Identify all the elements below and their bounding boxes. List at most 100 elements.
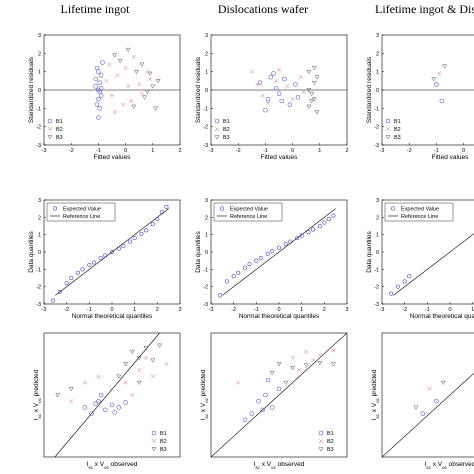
legend-box xyxy=(213,202,283,222)
data-point-b3 xyxy=(385,135,391,140)
legend-label-reference: Reference Line xyxy=(230,214,267,220)
x-axis-label: Normal theoretical quantiles xyxy=(410,313,474,320)
data-point-b3 xyxy=(283,380,289,386)
x-tick-label: 3 xyxy=(345,307,348,313)
qq-point xyxy=(150,222,155,227)
data-point-b2 xyxy=(255,82,260,87)
data-point-b1 xyxy=(112,410,117,415)
legend-label-b3: B3 xyxy=(223,135,230,141)
data-point-b2 xyxy=(319,439,323,443)
data-point-b1 xyxy=(151,430,157,436)
x-tick-label: 0 xyxy=(110,307,113,313)
x-tick-label: 2 xyxy=(345,148,348,154)
data-point-b3 xyxy=(311,80,317,86)
data-point-b1 xyxy=(271,71,276,76)
x-tick-label: 1 xyxy=(471,307,474,313)
data-point-b2 xyxy=(437,71,442,76)
panel-grid: -3 -2 -1 0 1 2 -3 -2 -1 0 1 2 3 Fitted values Standard… xyxy=(28,33,474,470)
y-tick-label: 1 xyxy=(376,233,379,239)
y-tick-label: -3 xyxy=(36,302,41,308)
data-point-b3 xyxy=(440,380,446,386)
data-point-b2 xyxy=(427,386,432,391)
qq-point xyxy=(139,231,144,236)
y-tick-label: 3 xyxy=(376,198,379,204)
data-point-b1 xyxy=(123,400,128,405)
panel-pred-0: Isc x Voc observed Isc x Voc predicted B1 B… xyxy=(33,332,181,470)
y-tick-label: -2 xyxy=(374,285,379,291)
x-tick-label: -3 xyxy=(42,148,47,154)
data-point-b3 xyxy=(314,110,320,115)
y-tick-label: 3 xyxy=(205,33,208,39)
plot-area xyxy=(218,208,336,298)
data-point-b2 xyxy=(107,62,112,67)
data-point-b3 xyxy=(123,362,129,367)
y-axis-label: Data quantiles xyxy=(195,230,202,272)
plot-area xyxy=(211,333,347,457)
data-point-b2 xyxy=(48,127,52,131)
qq-point xyxy=(218,293,223,298)
data-point-b2 xyxy=(144,355,148,360)
qq-point xyxy=(326,217,331,222)
legend-label-b2: B2 xyxy=(327,439,334,445)
data-point-b3 xyxy=(306,88,312,93)
reference-line xyxy=(382,372,474,457)
x-tick-label: -3 xyxy=(42,307,47,313)
x-tick-label: -2 xyxy=(236,148,241,154)
data-point-b3 xyxy=(139,62,145,67)
plot-area xyxy=(211,66,347,115)
data-point-b2 xyxy=(112,110,117,114)
qq-point xyxy=(270,249,275,254)
legend-label-b2: B2 xyxy=(394,127,401,133)
data-point-b2 xyxy=(110,93,114,98)
data-point-b2 xyxy=(290,97,295,102)
x-tick-label: 2 xyxy=(178,148,181,154)
data-point-b3 xyxy=(309,99,315,104)
y-axis-label: Standardized residuals xyxy=(366,56,373,123)
y-axis-label: Standardized residuals xyxy=(28,56,35,123)
y-tick-label: -1 xyxy=(36,106,41,112)
data-point-b3 xyxy=(125,47,131,53)
data-point-b1 xyxy=(97,89,103,95)
y-tick-label: -1 xyxy=(374,106,379,112)
qq-point xyxy=(69,275,74,281)
qq-point xyxy=(407,274,412,279)
legend-label-b1: B1 xyxy=(223,119,230,125)
x-tick-label: 1 xyxy=(133,307,136,313)
data-point-b2 xyxy=(131,55,136,59)
qq-point xyxy=(242,265,248,270)
qq-point xyxy=(80,267,85,272)
qq-point xyxy=(310,227,316,232)
data-point-b2 xyxy=(215,127,219,131)
data-point-b1 xyxy=(279,98,284,104)
qq-point xyxy=(159,210,164,215)
reference-line xyxy=(211,333,347,457)
data-point-b1 xyxy=(96,96,101,102)
data-point-b1 xyxy=(93,84,98,89)
qq-point xyxy=(91,260,96,265)
qq-point xyxy=(265,251,270,256)
data-point-b1 xyxy=(93,401,98,406)
qq-point xyxy=(121,243,126,248)
legend-label-expected: Expected Value xyxy=(63,207,101,213)
data-point-b1 xyxy=(269,405,275,410)
reference-line xyxy=(393,233,474,296)
qq-point xyxy=(98,256,103,261)
x-tick-label: -3 xyxy=(209,148,214,154)
y-tick-label: -2 xyxy=(374,125,379,131)
data-point-b3 xyxy=(317,361,323,366)
data-point-b3 xyxy=(413,405,419,410)
legend-label-b2: B2 xyxy=(223,127,230,133)
x-tick-label: -1 xyxy=(254,307,259,313)
data-point-b3 xyxy=(151,447,157,452)
data-point-b1 xyxy=(89,411,94,416)
data-point-b2 xyxy=(274,78,279,83)
y-axis-label: Isc x Voc predicted xyxy=(200,369,209,420)
data-point-b3 xyxy=(112,53,118,58)
legend-marker-expected xyxy=(219,206,225,211)
qq-point xyxy=(306,230,311,235)
y-tick-label: 3 xyxy=(38,198,41,204)
data-point-b3 xyxy=(306,104,312,110)
qq-point xyxy=(288,239,293,244)
legend-label-expected: Expected Value xyxy=(401,207,439,213)
